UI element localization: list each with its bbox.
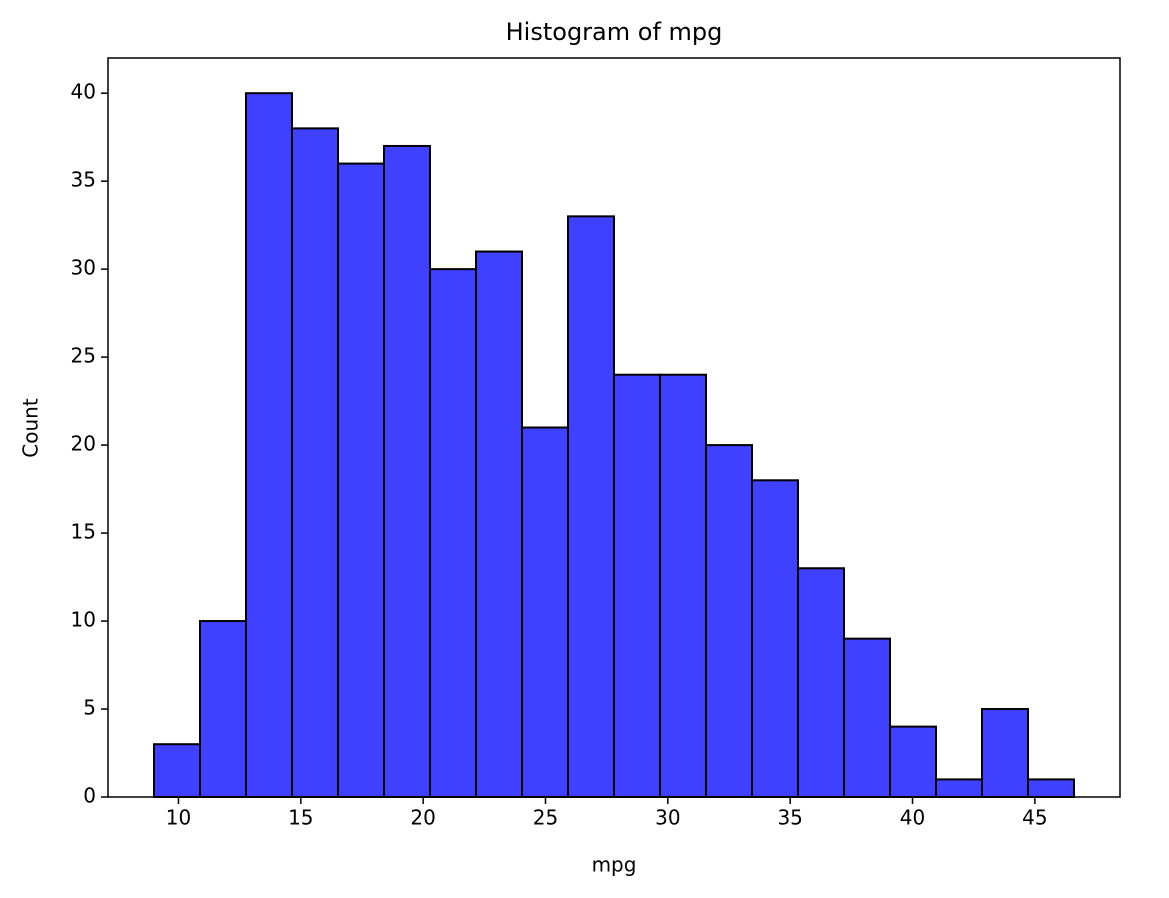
y-tick-label: 25	[71, 344, 96, 368]
x-tick-label: 40	[900, 806, 925, 830]
y-axis-label: Count	[19, 398, 43, 458]
bar	[567, 215, 615, 799]
x-tick-label: 35	[777, 806, 802, 830]
bar	[337, 162, 385, 799]
y-tick-label: 10	[71, 608, 96, 632]
bar	[705, 444, 753, 798]
y-tick-label: 0	[83, 784, 96, 808]
bar	[613, 373, 661, 798]
bar	[659, 373, 707, 798]
y-tick-label: 30	[71, 256, 96, 280]
bar	[153, 743, 201, 799]
y-tick-label: 20	[71, 432, 96, 456]
bar	[199, 620, 247, 798]
bar	[521, 426, 569, 798]
y-tick-label: 40	[71, 80, 96, 104]
y-tick-label: 35	[71, 168, 96, 192]
bar	[475, 250, 523, 799]
bar	[843, 637, 891, 799]
bar	[429, 268, 477, 798]
chart-title: Histogram of mpg	[506, 18, 723, 46]
y-tick-label: 15	[71, 520, 96, 544]
x-axis-label: mpg	[592, 853, 637, 877]
bar	[935, 778, 983, 799]
bar	[245, 92, 293, 798]
y-tick-label: 5	[83, 696, 96, 720]
x-tick-label: 45	[1022, 806, 1047, 830]
x-tick-label: 30	[655, 806, 680, 830]
bar	[383, 144, 431, 798]
x-tick-label: 10	[166, 806, 191, 830]
x-tick-label: 25	[533, 806, 558, 830]
plot-frame	[107, 57, 1121, 798]
bar	[1027, 778, 1075, 799]
bar	[889, 725, 937, 798]
x-tick-label: 15	[288, 806, 313, 830]
bar	[751, 479, 799, 798]
bar	[291, 127, 339, 798]
bar	[797, 567, 845, 798]
bar	[981, 708, 1029, 798]
x-tick-label: 20	[410, 806, 435, 830]
